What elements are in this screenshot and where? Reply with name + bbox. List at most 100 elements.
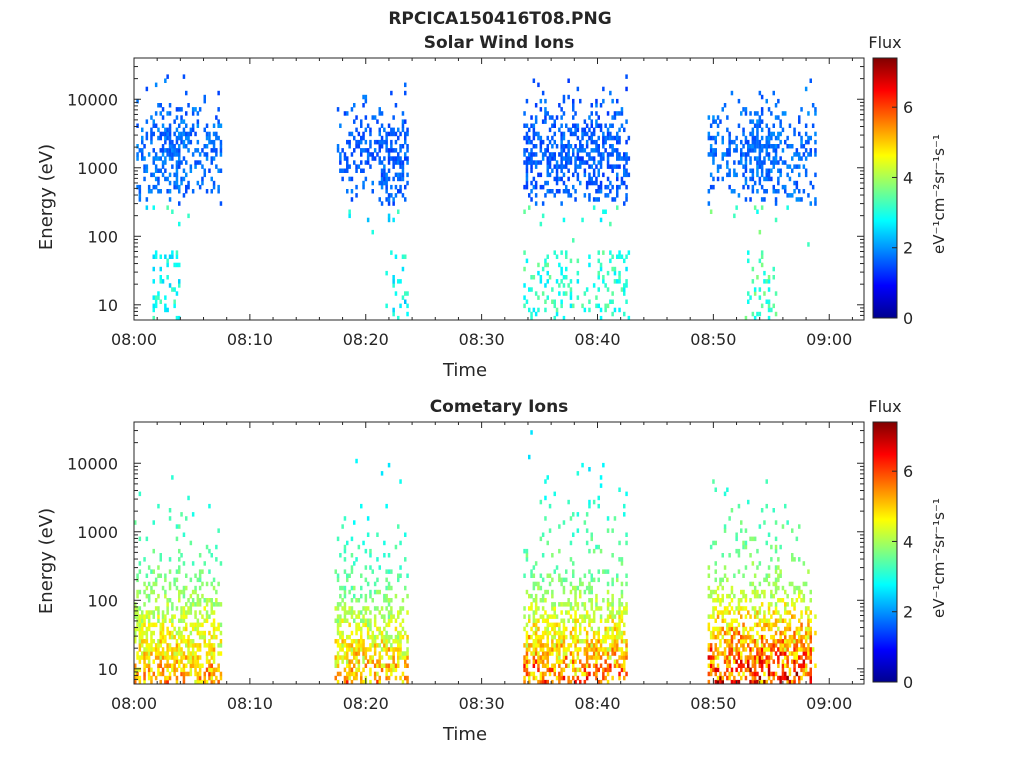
heatmap-cell [567, 189, 570, 194]
heatmap-cell [793, 189, 796, 194]
heatmap-cell [196, 626, 200, 632]
heatmap-cell [544, 479, 547, 484]
heatmap-cell [551, 135, 554, 141]
heatmap-cell [611, 618, 614, 623]
heatmap-cell [595, 655, 598, 660]
heatmap-cell [747, 643, 750, 648]
heatmap-cell [814, 197, 817, 202]
heatmap-cell [532, 176, 536, 182]
heatmap-cell [523, 250, 526, 255]
heatmap-cell [567, 152, 570, 157]
y-tick-label: 10 [98, 660, 118, 679]
heatmap-cell [189, 540, 193, 546]
heatmap-cell [353, 655, 356, 660]
heatmap-cell [707, 655, 711, 660]
heatmap-cell [585, 528, 589, 533]
heatmap-cell [336, 651, 340, 656]
heatmap-cell [742, 630, 745, 636]
heatmap-cell [625, 655, 628, 660]
heatmap-cell [532, 598, 536, 603]
heatmap-cell [528, 127, 531, 133]
heatmap-cell [182, 589, 186, 595]
heatmap-cell [152, 647, 155, 652]
heatmap-cell [625, 651, 628, 656]
heatmap-cell [541, 651, 545, 656]
heatmap-cell [544, 495, 547, 501]
heatmap-cell [157, 610, 160, 615]
heatmap-cell [203, 634, 206, 640]
heatmap-cell [609, 610, 612, 615]
colorbar-tick-label: 4 [903, 532, 913, 551]
heatmap-cell [378, 651, 381, 656]
heatmap-cell [804, 671, 808, 677]
heatmap-cell [362, 651, 365, 656]
heatmap-cell [399, 148, 402, 153]
heatmap-cell [753, 135, 757, 141]
heatmap-cell [166, 663, 169, 668]
heatmap-cell [555, 115, 559, 120]
heatmap-cell [217, 679, 220, 685]
heatmap-cell [544, 299, 547, 304]
heatmap-cell [171, 647, 174, 652]
heatmap-cell [168, 197, 172, 202]
heatmap-cell [609, 135, 612, 141]
heatmap-cell [712, 540, 715, 546]
heatmap-cell [709, 172, 713, 178]
heatmap-cell [588, 614, 591, 619]
heatmap-cell [532, 581, 536, 587]
heatmap-cell [532, 643, 536, 648]
heatmap-cell [609, 258, 612, 264]
heatmap-cell [357, 647, 361, 652]
heatmap-cell [730, 508, 734, 513]
heatmap-cell [343, 639, 347, 644]
heatmap-cell [751, 168, 755, 173]
heatmap-cell [604, 634, 607, 640]
heatmap-cell [212, 622, 216, 628]
heatmap-cell [798, 115, 801, 120]
heatmap-cell [572, 115, 575, 120]
heatmap-cell [602, 172, 605, 178]
heatmap-cell [553, 119, 556, 124]
heatmap-cell [560, 671, 563, 677]
heatmap-cell [369, 679, 372, 685]
heatmap-cell [159, 275, 162, 280]
heatmap-cell [627, 315, 631, 321]
heatmap-cell [541, 266, 545, 272]
heatmap-cell [154, 152, 158, 157]
heatmap-cell [726, 160, 729, 165]
heatmap-cell [355, 626, 358, 632]
heatmap-cell [138, 606, 142, 611]
heatmap-cell [618, 139, 621, 145]
heatmap-cell [394, 639, 398, 644]
heatmap-cell [401, 655, 405, 660]
heatmap-cell [399, 606, 402, 611]
heatmap-cell [728, 675, 731, 681]
heatmap-cell [145, 197, 149, 202]
heatmap-cell [154, 176, 158, 182]
heatmap-cell [357, 651, 361, 656]
heatmap-cell [791, 156, 794, 161]
heatmap-cell [191, 602, 195, 607]
heatmap-cell [541, 606, 545, 611]
heatmap-cell [758, 90, 762, 96]
heatmap-cell [141, 651, 144, 656]
heatmap-cell [597, 303, 600, 309]
heatmap-cell [525, 548, 529, 554]
heatmap-cell [178, 148, 181, 153]
heatmap-cell [592, 499, 596, 505]
heatmap-cell [740, 156, 743, 161]
heatmap-cell [406, 127, 409, 133]
heatmap-cell [208, 598, 211, 603]
heatmap-cell [583, 602, 587, 607]
heatmap-cell [595, 606, 598, 611]
heatmap-cell [749, 614, 752, 619]
heatmap-cell [528, 634, 531, 640]
heatmap-cell [588, 193, 591, 198]
heatmap-cell [760, 135, 764, 141]
heatmap-cell [774, 651, 778, 656]
heatmap-cell [616, 131, 619, 137]
heatmap-cell [182, 144, 186, 149]
heatmap-cell [189, 164, 193, 169]
heatmap-cell [210, 148, 213, 153]
